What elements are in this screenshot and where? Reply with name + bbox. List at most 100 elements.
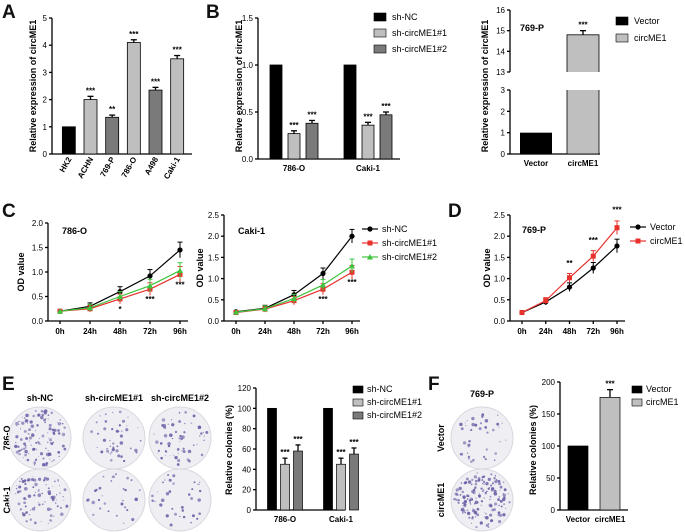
- colony: [198, 512, 201, 515]
- colony: [31, 507, 36, 511]
- colony: [63, 426, 66, 429]
- significance-label: ***: [280, 448, 290, 457]
- colony: [24, 419, 29, 423]
- colony: [49, 442, 53, 445]
- colony: [18, 452, 21, 456]
- colony: [191, 488, 194, 491]
- colony: [199, 435, 201, 437]
- colony: [21, 421, 25, 425]
- colony: [474, 486, 477, 489]
- legend-marker: [367, 254, 373, 260]
- colony: [200, 432, 203, 435]
- colony: [110, 458, 113, 462]
- colony: [459, 493, 462, 496]
- significance-label: *: [118, 305, 122, 314]
- legend-label: sh-circME1#1: [382, 238, 437, 248]
- colony: [471, 517, 474, 520]
- colony: [497, 519, 502, 524]
- y-axis-label: Relative expression of circME1: [234, 20, 244, 153]
- colony: [40, 444, 42, 446]
- colony: [203, 431, 205, 433]
- colony: [505, 439, 507, 441]
- y-tick-label: 16: [496, 6, 505, 15]
- colony: [19, 490, 22, 493]
- colony: [485, 523, 489, 527]
- colony: [470, 503, 472, 505]
- chart-b-right: 0 1 2 3 13 14 15 16 Relative expression of circM…: [480, 6, 667, 168]
- legend-swatch: [373, 44, 387, 54]
- colony: [494, 474, 497, 477]
- colony: [17, 502, 21, 506]
- colony: [489, 498, 491, 501]
- colony: [192, 444, 195, 446]
- bar: [293, 450, 303, 511]
- colony: [473, 475, 478, 479]
- colony: [56, 422, 58, 423]
- colony: [107, 510, 110, 513]
- bar: [267, 407, 277, 511]
- legend-label: sh-NC: [382, 224, 408, 234]
- colony: [57, 479, 59, 481]
- colony: [482, 489, 485, 492]
- x-tick-label: 24h: [539, 327, 553, 336]
- colony: [490, 519, 494, 523]
- colony: [28, 440, 30, 442]
- y-tick-label: 15: [496, 27, 505, 36]
- colony: [501, 422, 503, 424]
- colony: [453, 498, 456, 501]
- colony: [115, 514, 118, 517]
- colony: [471, 478, 474, 481]
- colony: [24, 486, 28, 491]
- y-tick-label: 2: [501, 107, 506, 116]
- colony: [24, 482, 27, 486]
- colony: [180, 505, 184, 509]
- colony: [34, 521, 37, 525]
- colony: [190, 521, 192, 524]
- colony: [26, 458, 30, 462]
- panel-label-e: E: [2, 374, 15, 395]
- y-tick-label: 4: [43, 41, 48, 50]
- data-point: [519, 310, 525, 316]
- colony: [22, 513, 26, 517]
- x-tick-label: Vector: [524, 159, 548, 168]
- colony: [24, 444, 27, 447]
- colony: [40, 415, 44, 420]
- x-tick-label: ACHN: [76, 155, 95, 180]
- colony: [495, 478, 498, 481]
- colony: [39, 452, 44, 456]
- colony: [165, 492, 170, 496]
- colony: [179, 434, 182, 438]
- colony: [43, 418, 47, 422]
- colony: [198, 481, 201, 484]
- bar: [349, 453, 359, 511]
- colony: [27, 452, 30, 455]
- colony: [40, 520, 42, 522]
- colony: [468, 439, 471, 443]
- bar: [323, 407, 333, 511]
- colony: [161, 418, 166, 422]
- colony: [186, 458, 190, 462]
- colony: [198, 489, 202, 493]
- legend-swatch: [615, 33, 629, 43]
- bar: [170, 58, 185, 155]
- colony: [502, 492, 505, 495]
- colony: [169, 523, 173, 527]
- bar: [83, 99, 98, 155]
- colony: [492, 482, 494, 484]
- bar: [305, 122, 319, 160]
- colony: [484, 511, 486, 513]
- colony: [463, 504, 467, 508]
- colony: [109, 445, 112, 447]
- colony: [485, 515, 489, 520]
- colony: [112, 442, 115, 445]
- colony: [104, 420, 108, 423]
- colony: [35, 441, 38, 445]
- x-tick-label: 72h: [586, 327, 600, 336]
- colony: [57, 429, 60, 432]
- colony: [483, 483, 485, 485]
- colony-grid-f: 769-P Vector circME1: [436, 389, 514, 532]
- x-tick-label: 96h: [610, 327, 624, 336]
- colony: [86, 498, 90, 502]
- colony: [115, 429, 119, 433]
